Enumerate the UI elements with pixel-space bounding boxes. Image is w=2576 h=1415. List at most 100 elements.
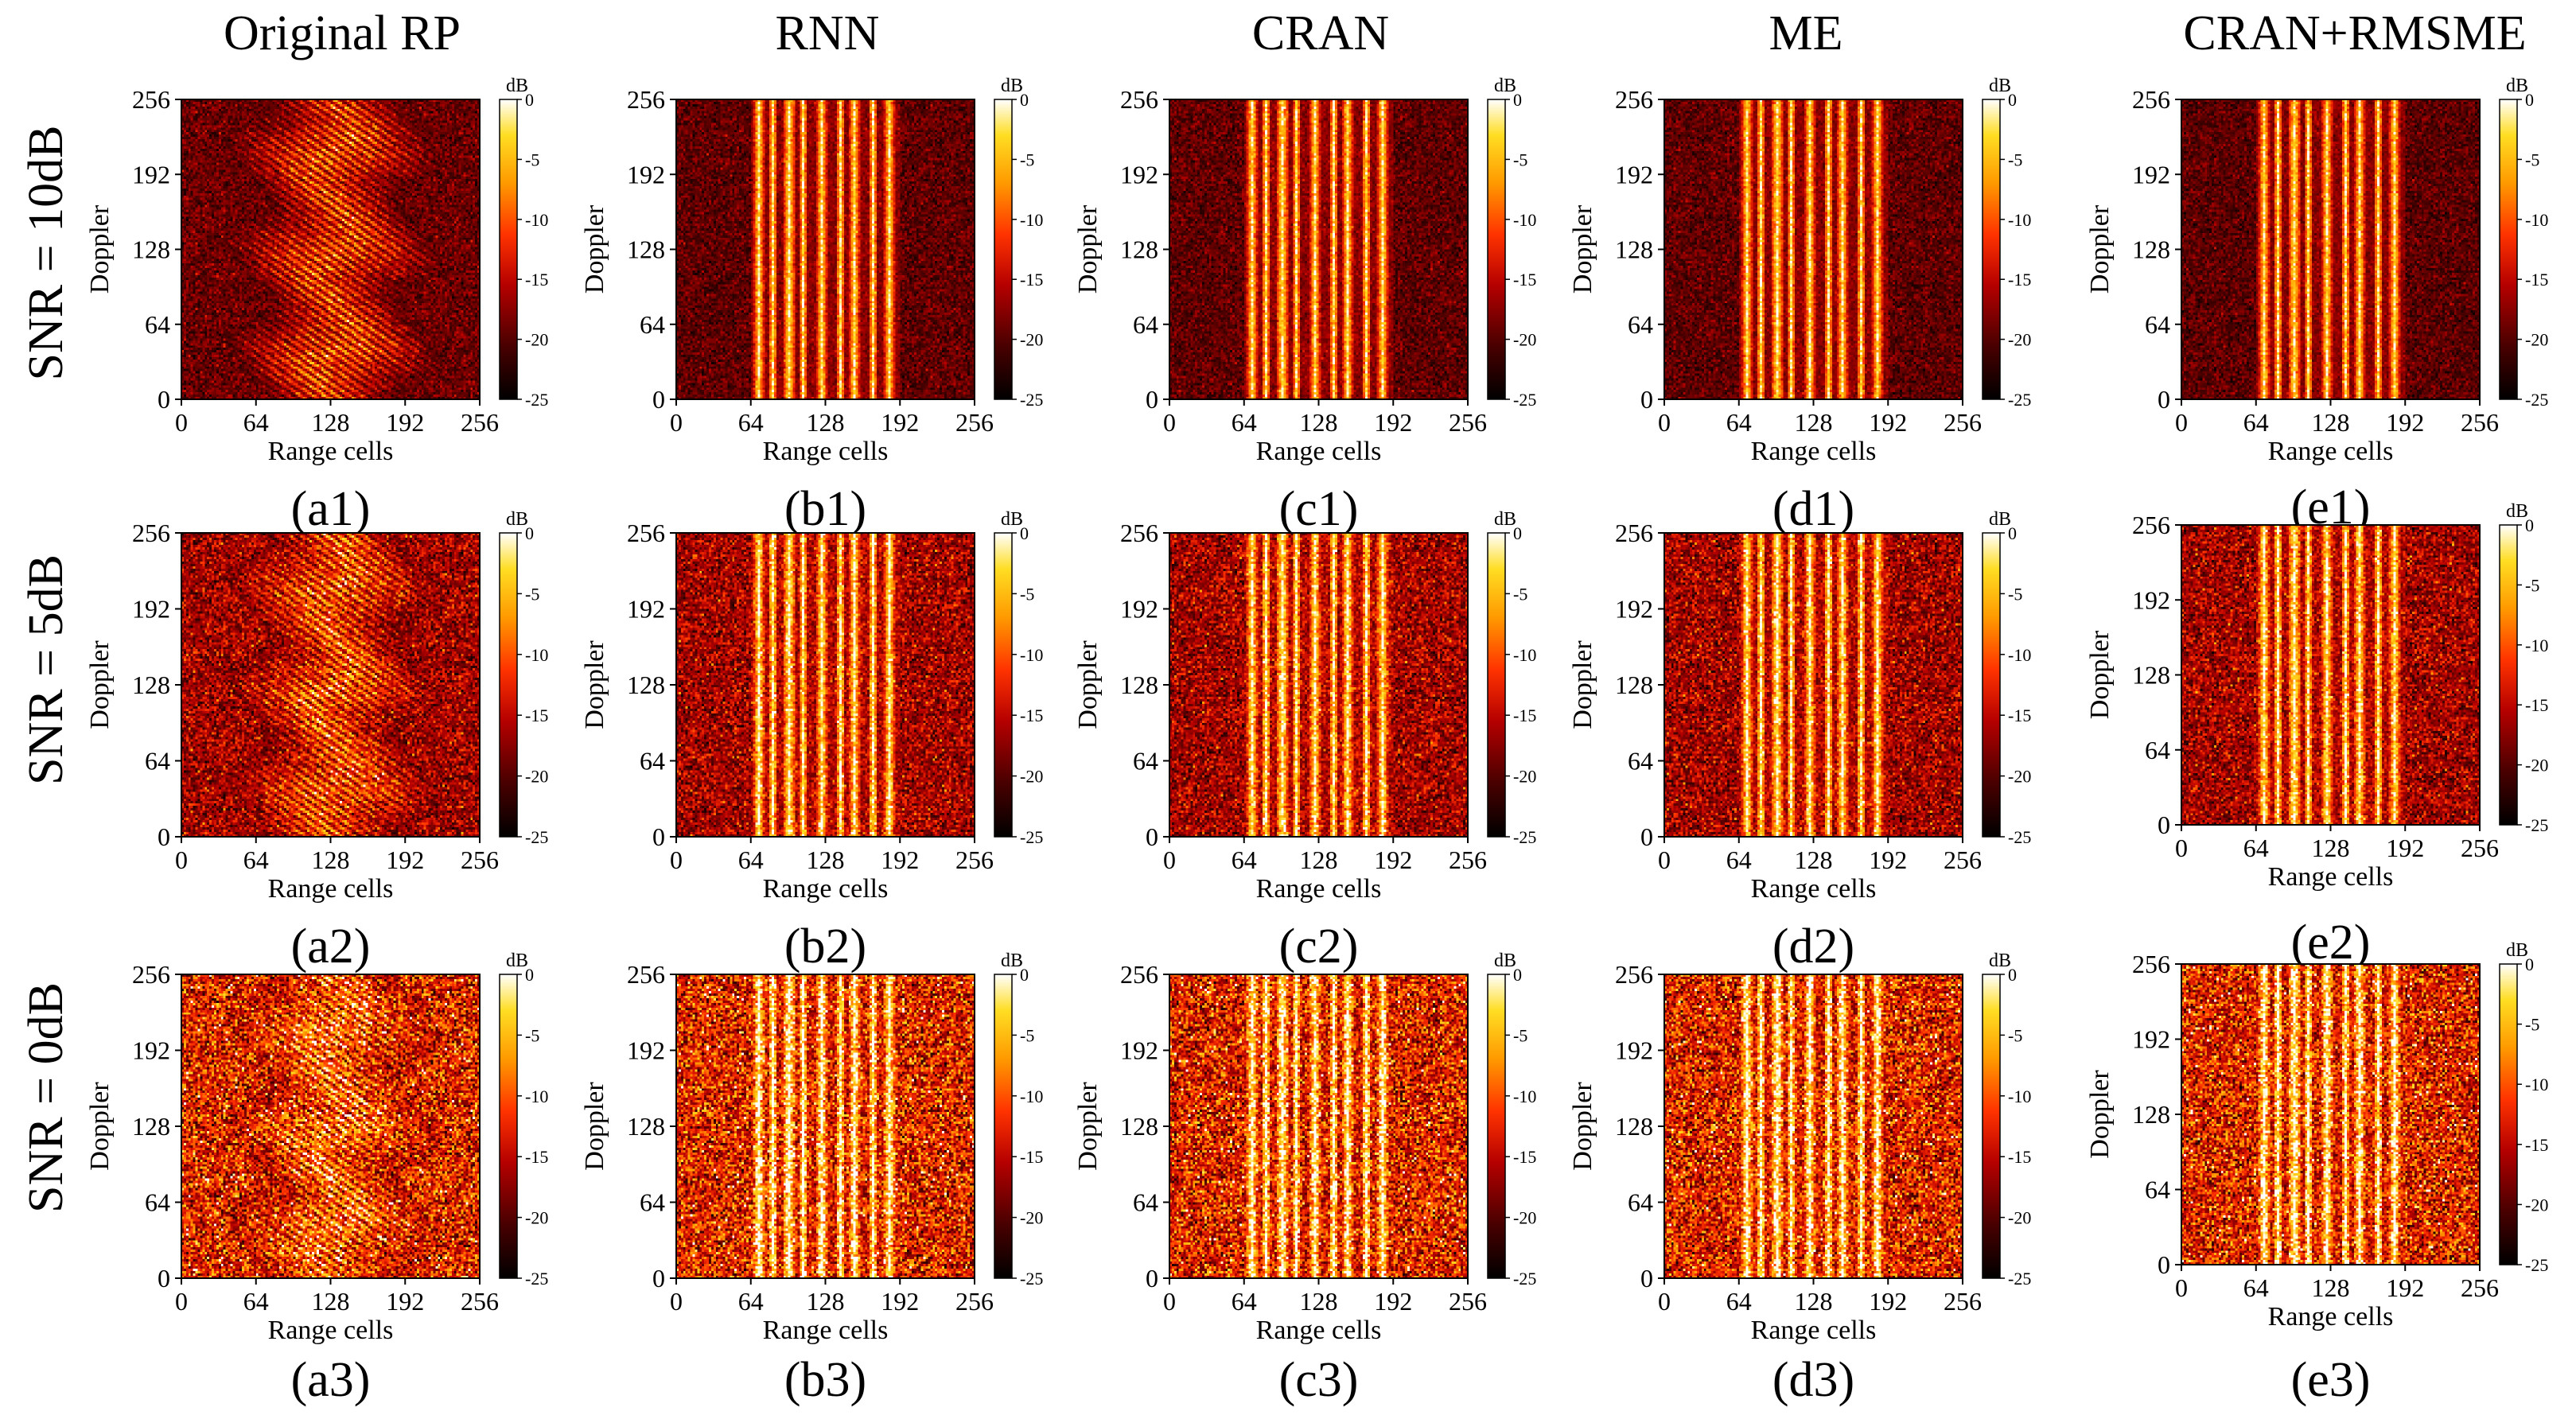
colorbar-tick-label: -5 xyxy=(2525,1015,2539,1035)
x-tick-label: 192 xyxy=(386,408,424,437)
y-tick-label: 256 xyxy=(627,85,665,114)
x-tick-label: 192 xyxy=(2386,408,2424,437)
colorbar-tick-label: 0 xyxy=(1513,90,1522,110)
colorbar-tick-label: -10 xyxy=(2008,210,2031,230)
y-tick-label: 0 xyxy=(652,822,665,851)
x-tick-label: 192 xyxy=(386,1287,424,1316)
colorbar-tick-label: -5 xyxy=(2525,150,2539,169)
panel-caption: (c1) xyxy=(1279,482,1359,536)
colorbar-tick-label: -25 xyxy=(525,390,548,410)
colorbar-tick-label: -5 xyxy=(1513,584,1527,604)
x-tick-label: 64 xyxy=(1232,1287,1257,1316)
row-label: SNR = 10dB xyxy=(19,126,73,381)
y-tick-label: 0 xyxy=(1146,385,1158,414)
y-tick-label: 0 xyxy=(652,1264,665,1293)
x-tick-label: 0 xyxy=(175,1287,188,1316)
colorbar-tick-label: -10 xyxy=(2525,210,2548,230)
x-tick-label: 192 xyxy=(881,1287,919,1316)
x-tick-label: 192 xyxy=(2386,834,2424,862)
x-tick-label: 256 xyxy=(1944,846,1982,874)
y-tick-label: 192 xyxy=(1615,1036,1653,1065)
x-tick-label: 0 xyxy=(2175,408,2188,437)
heatmap-panel: 0 64 128 192 256 0 64 128 192 256 Range cells Doppl… xyxy=(2085,76,2548,535)
y-tick-label: 64 xyxy=(145,1188,170,1217)
colorbar-tick-label: 0 xyxy=(1020,523,1029,543)
x-tick-label: 64 xyxy=(738,408,764,437)
y-tick-label: 64 xyxy=(2145,310,2170,339)
y-tick-label: 64 xyxy=(640,310,665,339)
colorbar-tick-label: 0 xyxy=(1513,523,1522,543)
y-tick-label: 64 xyxy=(1628,747,1653,776)
y-tick-label: 0 xyxy=(1640,385,1653,414)
y-tick-label: 128 xyxy=(2132,235,2170,264)
colorbar-tick-label: -5 xyxy=(525,584,539,604)
heatmap-panel: 0 64 128 192 256 0 64 128 192 256 Range cells Doppl… xyxy=(2085,501,2548,970)
column-title: ME xyxy=(1769,6,1843,60)
colorbar-tick-label: -25 xyxy=(2008,827,2031,847)
colorbar-tick-label: -5 xyxy=(1020,584,1034,604)
colorbar-unit-label: dB xyxy=(1001,950,1023,971)
y-tick-label: 256 xyxy=(1615,85,1653,114)
panel-caption: (a2) xyxy=(291,919,371,974)
colorbar-tick-label: -5 xyxy=(1020,1025,1034,1045)
y-tick-label: 192 xyxy=(132,595,170,624)
y-tick-label: 192 xyxy=(2132,160,2170,189)
y-tick-label: 64 xyxy=(145,747,170,776)
y-tick-label: 64 xyxy=(1133,310,1158,339)
x-tick-label: 128 xyxy=(1300,408,1338,437)
colorbar xyxy=(994,532,1013,838)
colorbar xyxy=(1487,99,1506,400)
colorbar-unit-label: dB xyxy=(1989,76,2011,96)
x-tick-label: 256 xyxy=(1449,1287,1487,1316)
colorbar-tick-label: -10 xyxy=(2008,1087,2031,1106)
x-tick-label: 192 xyxy=(881,408,919,437)
y-tick-label: 0 xyxy=(158,822,170,851)
y-axis-label: Doppler xyxy=(2085,1070,2115,1159)
x-tick-label: 192 xyxy=(1869,408,1907,437)
y-tick-label: 128 xyxy=(132,671,170,699)
y-axis-label: Doppler xyxy=(85,640,115,729)
y-tick-label: 128 xyxy=(1615,235,1653,264)
x-tick-label: 256 xyxy=(955,846,994,874)
x-tick-label: 256 xyxy=(1449,846,1487,874)
y-tick-label: 192 xyxy=(132,1036,170,1065)
panel-caption: (a1) xyxy=(291,482,371,536)
panel-caption: (d1) xyxy=(1772,482,1854,536)
x-tick-label: 192 xyxy=(1374,408,1412,437)
colorbar-tick-label: -5 xyxy=(1513,1025,1527,1045)
heatmap-panel: 0 64 128 192 256 0 64 128 192 256 Range cells Doppl… xyxy=(1568,76,2031,536)
colorbar xyxy=(1487,532,1506,838)
panel-caption: (e2) xyxy=(2291,915,2371,970)
x-tick-label: 0 xyxy=(670,1287,683,1316)
colorbar xyxy=(1982,532,2001,838)
colorbar-unit-label: dB xyxy=(1494,509,1516,530)
x-tick-label: 192 xyxy=(1374,1287,1412,1316)
colorbar-tick-label: 0 xyxy=(1020,965,1029,985)
colorbar-tick-label: -20 xyxy=(2008,330,2031,350)
x-axis-label: Range cells xyxy=(2268,437,2394,466)
x-tick-label: 256 xyxy=(2461,1273,2499,1302)
y-tick-label: 192 xyxy=(627,595,665,624)
y-tick-label: 128 xyxy=(627,671,665,699)
y-axis-label: Doppler xyxy=(1073,1082,1103,1171)
heatmap-image xyxy=(1664,974,1963,1278)
colorbar-tick-label: -10 xyxy=(2008,645,2031,665)
colorbar-tick-label: -10 xyxy=(525,210,548,230)
y-tick-label: 128 xyxy=(1120,235,1158,264)
y-tick-label: 0 xyxy=(2158,1250,2170,1279)
x-tick-label: 0 xyxy=(175,408,188,437)
y-tick-label: 128 xyxy=(1615,1112,1653,1141)
panel-caption: (d3) xyxy=(1772,1353,1854,1407)
heatmap-panel: 0 64 128 192 256 0 64 128 192 256 Range cells Doppl… xyxy=(85,950,548,1407)
colorbar-tick-label: -10 xyxy=(1513,210,1536,230)
colorbar-tick-label: -5 xyxy=(2008,150,2022,169)
x-tick-label: 128 xyxy=(1300,846,1338,874)
x-tick-label: 64 xyxy=(1726,846,1752,874)
x-tick-label: 128 xyxy=(312,1287,350,1316)
colorbar xyxy=(1487,974,1506,1279)
heatmap-image xyxy=(1169,99,1468,399)
y-tick-label: 256 xyxy=(132,85,170,114)
y-tick-label: 64 xyxy=(1133,747,1158,776)
y-tick-label: 256 xyxy=(132,960,170,989)
